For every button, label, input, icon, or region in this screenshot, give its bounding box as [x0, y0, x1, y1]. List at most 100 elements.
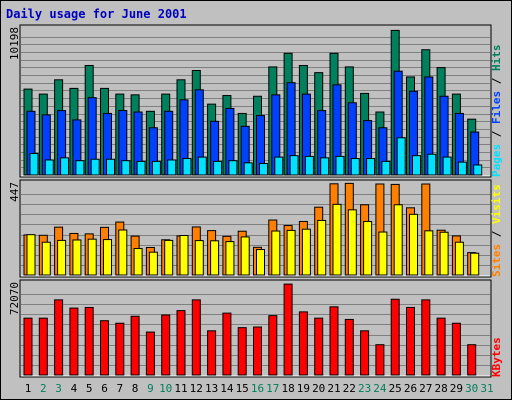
- bar-kbytes: [38, 317, 48, 376]
- bar-kbytes: [176, 310, 186, 376]
- bar-pages: [457, 161, 467, 176]
- legend-item: Sites: [490, 244, 503, 277]
- bar-visits: [118, 229, 128, 276]
- bar-pages: [427, 153, 437, 176]
- bar-pages: [366, 158, 376, 176]
- panel-hits_files_pages: 10198 Pages / Files / Hits: [8, 24, 503, 178]
- x-tick-label: 25: [389, 382, 402, 395]
- bar-visits: [26, 234, 36, 276]
- bar-visits: [225, 241, 235, 276]
- bar-visits: [87, 238, 97, 276]
- legend-item: KBytes: [490, 337, 503, 377]
- y-max-label: 72070: [8, 282, 21, 315]
- bar-visits: [378, 231, 388, 276]
- bar-pages: [335, 155, 345, 176]
- bar-visits: [347, 209, 357, 276]
- x-tick-label: 14: [220, 382, 234, 395]
- bar-pages: [350, 158, 360, 176]
- bar-pages: [259, 163, 268, 176]
- bar-kbytes: [191, 299, 201, 376]
- bar-kbytes: [451, 322, 461, 376]
- legend-item: /: [490, 124, 503, 144]
- bar-visits: [439, 231, 449, 276]
- bar-pages: [289, 155, 299, 176]
- bar-kbytes: [115, 322, 125, 376]
- x-tick-label: 23: [358, 382, 371, 395]
- bar-visits: [363, 220, 373, 276]
- bar-kbytes: [54, 299, 64, 376]
- legend-item: Hits: [490, 45, 503, 72]
- bar-kbytes: [314, 317, 324, 376]
- x-tick-label: 9: [147, 382, 154, 395]
- bar-kbytes: [237, 327, 247, 376]
- bar-visits: [271, 230, 281, 276]
- bar-kbytes: [84, 306, 94, 376]
- bar-pages: [182, 158, 192, 176]
- x-tick-label: 2: [40, 382, 47, 395]
- bar-kbytes: [222, 312, 232, 376]
- bar-pages: [412, 155, 421, 176]
- bar-visits: [301, 228, 311, 276]
- bar-pages: [151, 160, 161, 176]
- bar-pages: [136, 160, 146, 176]
- bar-kbytes: [161, 314, 171, 376]
- legend-item: /: [490, 71, 503, 91]
- x-tick-label: 20: [312, 382, 325, 395]
- bar-visits: [256, 249, 265, 276]
- bar-visits: [148, 251, 158, 276]
- y-max-label: 10198: [8, 27, 21, 60]
- legend: Sites / Visits: [490, 184, 503, 277]
- x-tick-label: 7: [116, 382, 123, 395]
- bar-pages: [121, 160, 131, 176]
- bar-pages: [213, 160, 223, 176]
- x-tick-label: 21: [327, 382, 340, 395]
- bar-pages: [197, 156, 207, 176]
- legend-item: Files: [490, 91, 503, 124]
- bar-visits: [332, 203, 342, 276]
- bar-visits: [317, 219, 327, 276]
- bar-visits: [210, 240, 220, 276]
- bar-kbytes: [375, 344, 385, 376]
- bar-kbytes: [69, 307, 79, 376]
- bar-kbytes: [207, 330, 217, 376]
- bar-kbytes: [283, 283, 293, 376]
- bar-pages: [75, 160, 85, 176]
- x-tick-label: 19: [297, 382, 310, 395]
- bar-visits: [194, 240, 204, 276]
- bar-visits: [57, 239, 67, 276]
- bar-visits: [240, 236, 250, 276]
- bar-visits: [424, 230, 434, 276]
- bar-pages: [44, 159, 54, 176]
- x-tick-label: 1: [25, 382, 32, 395]
- bar-visits: [72, 239, 82, 276]
- bar-visits: [164, 239, 174, 276]
- bar-visits: [470, 252, 480, 276]
- bar-kbytes: [298, 311, 308, 376]
- bar-kbytes: [253, 326, 262, 376]
- bar-pages: [228, 160, 238, 176]
- chart-title: Daily usage for June 2001: [6, 7, 187, 21]
- bar-kbytes: [390, 298, 400, 376]
- bar-kbytes: [467, 344, 477, 376]
- bar-kbytes: [329, 306, 339, 376]
- bar-pages: [60, 157, 70, 176]
- bar-kbytes: [360, 330, 370, 376]
- bar-visits: [103, 239, 112, 276]
- x-tick-label: 4: [71, 382, 78, 395]
- bar-kbytes: [23, 317, 33, 376]
- legend: KBytes: [490, 337, 503, 377]
- x-tick-label: 15: [236, 382, 249, 395]
- x-tick-label: 16: [251, 382, 264, 395]
- x-tick-label: 26: [404, 382, 417, 395]
- bar-kbytes: [268, 315, 278, 376]
- bar-pages: [381, 160, 391, 176]
- panel-sites_visits: 447 Sites / Visits: [8, 179, 503, 278]
- bar-pages: [396, 137, 406, 176]
- x-tick-label: 30: [465, 382, 478, 395]
- x-tick-label: 29: [450, 382, 463, 395]
- x-tick-label: 6: [101, 382, 108, 395]
- legend: Pages / Files / Hits: [490, 45, 503, 178]
- bar-visits: [454, 241, 464, 276]
- x-tick-label: 10: [159, 382, 172, 395]
- bar-kbytes: [130, 315, 140, 376]
